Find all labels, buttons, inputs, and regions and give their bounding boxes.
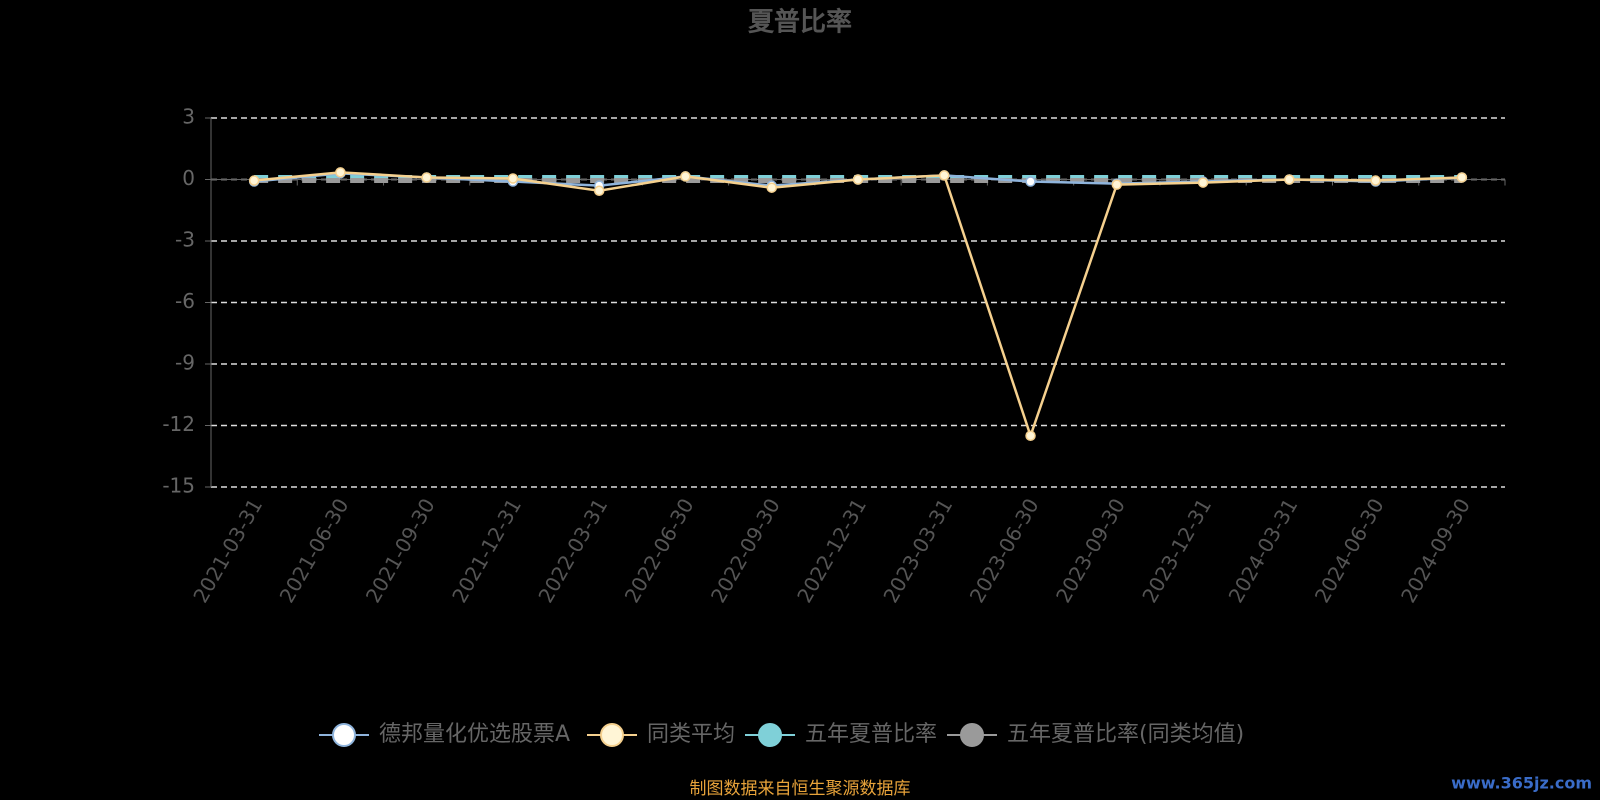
y-tick-label: -3 bbox=[175, 228, 195, 252]
x-tick-label: 2021-09-30 bbox=[361, 494, 440, 607]
x-tick-label: 2022-09-30 bbox=[706, 494, 785, 607]
source-note: 制图数据来自恒生聚源数据库 bbox=[690, 779, 911, 799]
data-point bbox=[593, 185, 605, 197]
x-tick-label: 2022-12-31 bbox=[792, 494, 871, 607]
x-tick-label: 2023-06-30 bbox=[965, 494, 1044, 607]
y-tick-label: 3 bbox=[182, 105, 195, 129]
y-tick-label: -6 bbox=[175, 289, 195, 313]
data-point bbox=[507, 173, 519, 184]
x-tick-label: 2024-09-30 bbox=[1396, 494, 1475, 607]
x-tick-label: 2023-09-30 bbox=[1051, 494, 1130, 607]
data-point bbox=[1197, 177, 1209, 188]
series-line bbox=[254, 171, 1462, 440]
legend-icon bbox=[600, 723, 624, 747]
data-point bbox=[1111, 179, 1123, 190]
data-point bbox=[1456, 172, 1468, 183]
legend-label: 德邦量化优选股票A bbox=[379, 722, 570, 747]
legend-icon bbox=[758, 723, 782, 747]
x-tick-label: 2023-03-31 bbox=[878, 494, 957, 607]
data-point bbox=[1370, 175, 1381, 186]
data-point bbox=[335, 167, 346, 178]
data-point bbox=[421, 172, 432, 183]
x-tick-label: 2021-12-31 bbox=[447, 494, 526, 607]
legend-icon bbox=[332, 723, 356, 747]
legend-label: 五年夏普比率(同类均值) bbox=[1007, 722, 1244, 747]
data-point bbox=[1025, 430, 1036, 441]
data-point bbox=[1284, 174, 1295, 185]
data-point bbox=[248, 175, 260, 186]
data-point bbox=[852, 174, 864, 185]
y-tick-label: -9 bbox=[175, 351, 195, 375]
y-tick-label: -12 bbox=[162, 412, 195, 436]
watermark: www.365jz.com bbox=[1451, 774, 1592, 793]
x-tick-label: 2024-06-30 bbox=[1310, 494, 1389, 607]
x-tick-label: 2023-12-31 bbox=[1137, 494, 1216, 607]
y-tick-label: 0 bbox=[182, 166, 195, 190]
y-tick-label: -15 bbox=[162, 474, 195, 498]
x-tick-label: 2021-03-31 bbox=[188, 494, 267, 607]
x-tick-label: 2022-06-30 bbox=[620, 494, 699, 607]
x-tick-label: 2021-06-30 bbox=[275, 494, 354, 607]
legend-label: 同类平均 bbox=[647, 722, 735, 747]
legend-icon bbox=[960, 723, 984, 747]
data-point bbox=[939, 170, 950, 181]
chart-title: 夏普比率 bbox=[748, 7, 852, 38]
x-tick-label: 2022-03-31 bbox=[533, 494, 612, 607]
data-point bbox=[1025, 176, 1036, 187]
legend-label: 五年夏普比率 bbox=[805, 722, 937, 747]
data-point bbox=[766, 182, 777, 193]
data-point bbox=[680, 171, 691, 182]
x-tick-label: 2024-03-31 bbox=[1224, 494, 1303, 607]
